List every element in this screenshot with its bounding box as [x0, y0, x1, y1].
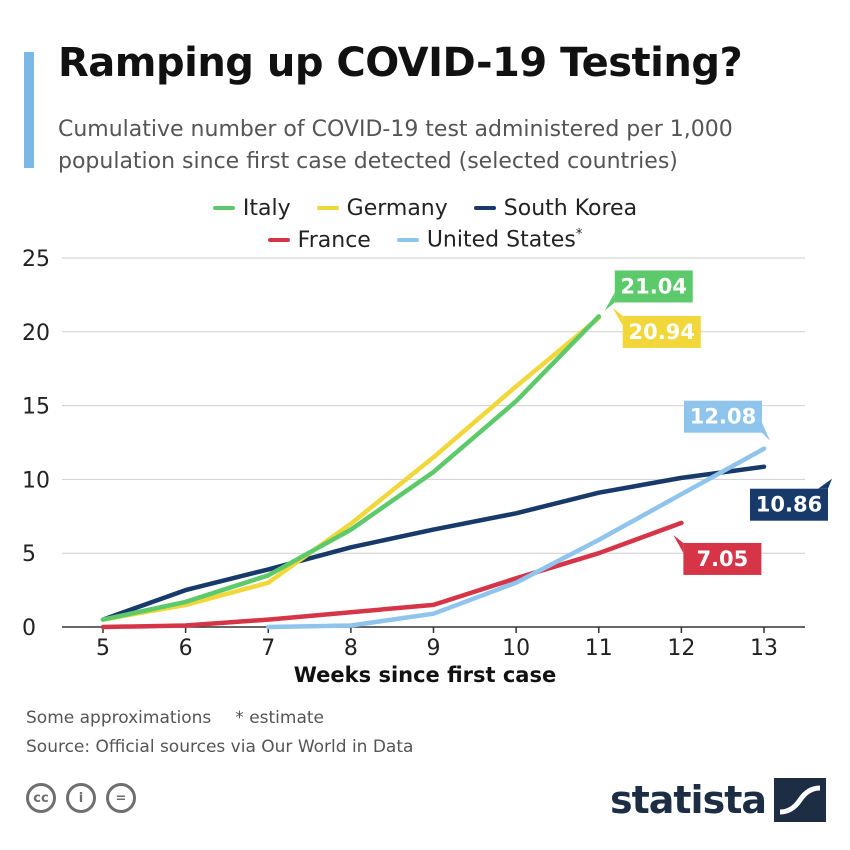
legend-swatch-italy — [212, 206, 235, 210]
y-tick-label-5: 5 — [22, 542, 36, 567]
legend-item-south-korea: South Korea — [473, 195, 638, 221]
y-tick-label-0: 0 — [22, 616, 36, 641]
chart-subtitle: Cumulative number of COVID-19 test admin… — [58, 117, 733, 174]
series-line-germany — [100, 315, 602, 622]
data-label-italy: 21.04 — [604, 270, 693, 311]
legend: Italy Germany South Korea France United … — [0, 192, 850, 256]
data-label-box-france — [683, 542, 762, 575]
y-tick-label-25: 25 — [22, 247, 50, 272]
legend-label-france: France — [297, 227, 371, 253]
approximations-note: Some approximations — [26, 708, 212, 728]
data-label-pointer-germany — [612, 307, 623, 326]
x-axis-title: Weeks since first case — [294, 663, 556, 687]
notes-line-1: Some approximations * estimate — [26, 704, 413, 733]
chart-title: Ramping up COVID-19 Testing? — [58, 40, 743, 86]
data-label-pointer-italy — [604, 292, 615, 311]
x-tick-label-12: 12 — [667, 636, 695, 661]
legend-item-united-states: United States* — [396, 227, 582, 253]
y-tick-label-10: 10 — [22, 468, 50, 493]
source-note: Source: Official sources via Our World i… — [26, 737, 414, 757]
data-label-text-germany: 20.94 — [629, 320, 695, 344]
by-icon[interactable]: i — [66, 783, 96, 813]
statista-wordmark: statista — [609, 778, 767, 822]
estimate-note: * estimate — [235, 708, 325, 728]
legend-label-germany: Germany — [346, 195, 448, 221]
legend-row-2: France United States* — [0, 224, 850, 256]
legend-label-south-korea: South Korea — [503, 195, 638, 221]
y-tick-label-20: 20 — [22, 321, 50, 346]
data-label-box-germany — [622, 315, 701, 348]
series-line-italy — [100, 314, 602, 622]
data-label-text-united-states: 12.08 — [690, 405, 756, 429]
data-label-germany: 20.94 — [612, 307, 701, 348]
cc-icon[interactable]: cc — [26, 783, 56, 813]
data-label-france: 7.05 — [673, 534, 762, 575]
data-label-text-south-korea: 10.86 — [756, 493, 822, 517]
x-tick-label-10: 10 — [502, 636, 530, 661]
legend-item-france: France — [267, 227, 371, 253]
series-line-united-states — [266, 446, 767, 630]
x-tick-label-13: 13 — [750, 636, 778, 661]
data-label-text-france: 7.05 — [696, 547, 748, 571]
data-label-box-italy — [614, 270, 693, 303]
title-accent-bar — [24, 52, 34, 168]
legend-label-united-states: United States* — [427, 227, 582, 252]
series-line-south-korea — [100, 464, 767, 622]
series-line-france — [100, 520, 684, 630]
legend-item-italy: Italy — [212, 195, 291, 221]
data-label-south-korea: 10.86 — [750, 478, 832, 521]
legend-label-united-states-asterisk: * — [575, 227, 583, 243]
x-tick-label-7: 7 — [261, 636, 275, 661]
legend-row-1: Italy Germany South Korea — [0, 192, 850, 224]
statista-brand[interactable]: statista — [610, 778, 826, 822]
legend-swatch-germany — [316, 206, 339, 210]
data-label-pointer-south-korea — [818, 478, 832, 489]
legend-label-italy: Italy — [242, 195, 291, 221]
legend-item-germany: Germany — [316, 195, 448, 221]
legend-swatch-france — [267, 238, 290, 242]
x-tick-label-9: 9 — [427, 636, 441, 661]
x-tick-label-6: 6 — [179, 636, 193, 661]
legend-label-united-states-text: United States — [426, 227, 576, 253]
x-tick-label-5: 5 — [96, 636, 110, 661]
data-label-united-states: 12.08 — [684, 400, 770, 441]
y-tick-label-15: 15 — [22, 395, 50, 420]
data-label-box-united-states — [684, 400, 762, 433]
x-tick-label-11: 11 — [585, 636, 613, 661]
chart-notes: Some approximations * estimate Source: Of… — [26, 704, 413, 762]
legend-swatch-south-korea — [473, 206, 496, 210]
legend-swatch-united-states — [396, 237, 419, 242]
data-label-box-south-korea — [750, 488, 828, 521]
x-tick-label-8: 8 — [344, 636, 358, 661]
data-label-text-italy: 21.04 — [621, 274, 687, 298]
statista-logo-icon — [774, 778, 826, 822]
license-icons: cc i = — [26, 783, 136, 813]
nd-icon[interactable]: = — [106, 783, 136, 813]
data-label-pointer-france — [673, 534, 684, 553]
data-label-pointer-united-states — [762, 422, 770, 441]
